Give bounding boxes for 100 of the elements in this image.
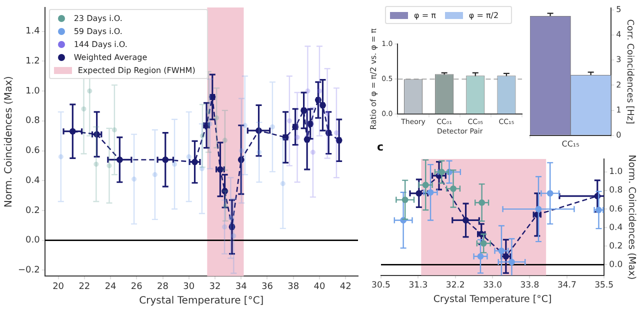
point bbox=[152, 172, 158, 178]
point bbox=[87, 88, 92, 94]
point bbox=[58, 154, 64, 160]
point bbox=[112, 127, 117, 132]
x-tick-label: CC₁₅ bbox=[562, 139, 580, 148]
point bbox=[200, 133, 205, 138]
y-tick-label: 0.4 bbox=[26, 176, 40, 186]
point bbox=[310, 150, 316, 155]
point bbox=[186, 154, 192, 160]
y2-tick-label: 1.0 bbox=[609, 167, 623, 178]
x-tick-label: 38 bbox=[288, 282, 300, 292]
point bbox=[242, 122, 248, 128]
point bbox=[239, 148, 244, 154]
x-tick-label: 42 bbox=[340, 282, 352, 292]
point bbox=[334, 130, 339, 136]
point bbox=[192, 158, 198, 166]
y-tick-label: 0.8 bbox=[26, 116, 40, 126]
point bbox=[478, 199, 486, 206]
legend-label: φ = π bbox=[414, 10, 436, 20]
x-tick-label: 20 bbox=[52, 282, 64, 292]
y2-axis-title: Corr. Coincidences [Hz] bbox=[624, 19, 634, 124]
point bbox=[422, 182, 429, 188]
band-label: Expected Dip Region (FWHM) bbox=[78, 66, 196, 75]
legend-label: φ = π/2 bbox=[468, 10, 499, 20]
y-tick-label: 1.2 bbox=[26, 56, 40, 67]
point bbox=[280, 181, 286, 186]
legend-label: 59 Days i.O. bbox=[74, 26, 122, 36]
point bbox=[535, 206, 542, 212]
x-tick-label: 22 bbox=[78, 282, 90, 292]
y2-tick-label: 0.0 bbox=[609, 260, 623, 270]
legend-label: Weighted Average bbox=[74, 52, 148, 62]
y2-tick-label: 1 bbox=[616, 105, 622, 114]
x-tick-label: 32.2 bbox=[446, 280, 465, 291]
y-axis-title: Norm. Coincidences (Max) bbox=[4, 76, 15, 208]
point bbox=[324, 110, 330, 116]
point bbox=[162, 156, 169, 163]
y2-tick-label: 0 bbox=[616, 130, 622, 140]
y2-tick-label: 5 bbox=[616, 5, 622, 14]
point bbox=[132, 176, 137, 182]
point bbox=[480, 240, 487, 247]
point bbox=[222, 138, 228, 143]
point bbox=[106, 163, 112, 168]
point bbox=[294, 134, 300, 140]
point bbox=[256, 150, 262, 155]
x-tick-label: 24 bbox=[104, 282, 117, 292]
x-tick-label: 28 bbox=[157, 282, 169, 292]
point bbox=[508, 258, 515, 266]
x-tick-label: 32 bbox=[209, 282, 221, 292]
y-tick-label: 0.6 bbox=[26, 146, 40, 156]
point bbox=[94, 162, 99, 167]
point bbox=[416, 190, 422, 197]
y2-axis-title: Norm. Coincidences (Max) bbox=[626, 154, 637, 280]
x-tick-label: 36 bbox=[262, 282, 274, 292]
legend-label: 144 Days i.O. bbox=[74, 40, 128, 49]
y2-tick-label: 0.6 bbox=[609, 204, 623, 214]
legend-label: 23 Days i.O. bbox=[74, 14, 122, 23]
y-tick-label: 0.2 bbox=[26, 206, 40, 216]
x-tick-label: 31.3 bbox=[408, 280, 428, 291]
text: c bbox=[377, 140, 384, 154]
point bbox=[546, 190, 554, 197]
point bbox=[228, 215, 234, 220]
x-tick-label: 34 bbox=[235, 282, 248, 292]
point bbox=[172, 162, 178, 167]
y2-tick-label: 0.4 bbox=[609, 222, 623, 233]
point bbox=[427, 189, 434, 196]
point bbox=[81, 106, 86, 112]
point bbox=[206, 109, 211, 114]
y2-tick-label: 3 bbox=[616, 55, 622, 64]
x-tick-label: 30 bbox=[183, 282, 195, 292]
point bbox=[69, 128, 76, 135]
y-tick-label: 1.4 bbox=[26, 26, 40, 37]
x-tick-label: 40 bbox=[314, 282, 326, 292]
point bbox=[256, 127, 262, 134]
point bbox=[498, 248, 505, 254]
point bbox=[462, 217, 469, 224]
point bbox=[402, 196, 408, 204]
point bbox=[305, 88, 310, 94]
x-axis-title: Crystal Temperature [°C] bbox=[139, 296, 264, 307]
x-tick-label: 33.8 bbox=[520, 280, 540, 291]
y2-tick-label: 0.8 bbox=[609, 186, 623, 196]
x-axis-title: Crystal Temperature [°C] bbox=[433, 294, 552, 305]
y-axis-title: Ratio of φ = π/2 vs. φ = π bbox=[368, 28, 378, 130]
x-tick-label: 26 bbox=[130, 282, 143, 292]
x-tick-label: 35.5 bbox=[594, 280, 614, 291]
point bbox=[450, 185, 456, 192]
point bbox=[286, 118, 292, 124]
point bbox=[222, 204, 228, 209]
point bbox=[116, 156, 123, 163]
y2-tick-label: 2 bbox=[616, 80, 622, 90]
point bbox=[270, 124, 275, 130]
x-tick-label: 30.5 bbox=[372, 280, 390, 291]
point bbox=[316, 88, 322, 94]
y2-tick-label: 0.2 bbox=[609, 241, 623, 252]
point bbox=[214, 115, 220, 120]
x-tick-label: 33.0 bbox=[483, 280, 502, 291]
y-tick-label: −0.2 bbox=[18, 266, 40, 276]
y-tick-label: 1.0 bbox=[26, 86, 40, 96]
point bbox=[231, 233, 236, 238]
y-tick-label: 0.0 bbox=[26, 236, 40, 246]
point bbox=[222, 224, 228, 230]
